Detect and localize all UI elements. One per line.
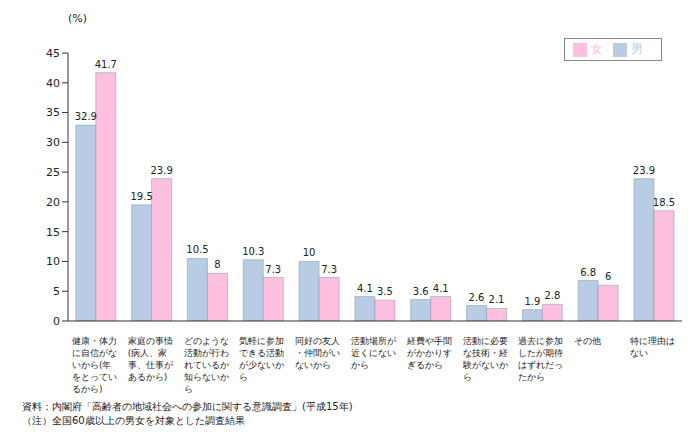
svg-text:0: 0 — [53, 315, 60, 328]
svg-text:ら: ら — [239, 372, 248, 382]
svg-text:から: から — [351, 360, 369, 370]
svg-text:どのような: どのような — [184, 336, 229, 346]
svg-text:したが期待: したが期待 — [518, 348, 563, 358]
svg-text:4.1: 4.1 — [433, 283, 449, 294]
svg-text:18.5: 18.5 — [653, 197, 675, 208]
svg-text:35: 35 — [46, 106, 60, 119]
svg-text:をとってい: をとってい — [72, 372, 117, 382]
svg-text:ないから: ないから — [295, 360, 331, 370]
svg-text:23.9: 23.9 — [633, 165, 655, 176]
svg-text:15: 15 — [46, 226, 60, 239]
svg-text:ら: ら — [463, 372, 472, 382]
svg-text:19.5: 19.5 — [130, 191, 152, 202]
svg-text:2.6: 2.6 — [469, 292, 485, 303]
svg-text:活動に必要: 活動に必要 — [463, 336, 508, 346]
html-text:資料：内閣府「高齢者の地域社会への参加に関する意識調査」(平: 資料：内閣府「高齢者の地域社会への参加に関する意識調査」(平成15年) — [22, 401, 353, 412]
svg-text:がかかりす: がかかりす — [407, 348, 452, 358]
svg-text:45: 45 — [46, 47, 60, 60]
svg-text:特に理由は: 特に理由は — [630, 336, 675, 346]
svg-text:7.3: 7.3 — [321, 264, 337, 275]
svg-text:気軽に参加: 気軽に参加 — [239, 336, 284, 346]
svg-text:活動場所が: 活動場所が — [351, 336, 397, 346]
svg-text:23.9: 23.9 — [150, 165, 172, 176]
svg-text:10: 10 — [46, 255, 60, 268]
svg-text:同好の友人: 同好の友人 — [295, 336, 340, 346]
svg-text:3.5: 3.5 — [377, 286, 393, 297]
svg-text:家庭の事情: 家庭の事情 — [128, 336, 173, 346]
svg-text:10: 10 — [303, 247, 316, 258]
svg-text:るから): るから) — [72, 384, 103, 393]
svg-text:20: 20 — [46, 196, 60, 209]
svg-text:6: 6 — [605, 271, 611, 282]
html-text:男: 男 — [631, 42, 643, 56]
svg-text:ぎるから: ぎるから — [407, 360, 443, 370]
svg-text:5: 5 — [53, 285, 60, 298]
svg-text:たから: たから — [518, 372, 545, 382]
svg-text:2.1: 2.1 — [489, 294, 505, 305]
svg-text:6.8: 6.8 — [580, 267, 596, 278]
svg-text:10.5: 10.5 — [186, 244, 208, 255]
svg-text:験がないか: 験がないか — [462, 360, 508, 370]
svg-text:過去に参加: 過去に参加 — [518, 336, 563, 346]
svg-text:ら: ら — [184, 384, 193, 393]
svg-text:4.1: 4.1 — [357, 283, 373, 294]
svg-text:に自信がな: に自信がな — [72, 348, 117, 358]
html-text:（注）全国60歳以上の男女を対象とした調査結果: （注）全国60歳以上の男女を対象とした調査結果 — [22, 415, 245, 426]
svg-text:・仲間がい: ・仲間がい — [295, 348, 340, 358]
svg-text:8: 8 — [214, 259, 220, 270]
svg-text:活動が行わ: 活動が行わ — [184, 348, 229, 358]
svg-text:2.8: 2.8 — [544, 290, 560, 301]
svg-text:30: 30 — [46, 136, 60, 149]
svg-text:(病人、家: (病人、家 — [128, 348, 168, 358]
svg-text:が少ないか: が少ないか — [239, 360, 284, 370]
svg-text:40: 40 — [46, 77, 60, 90]
svg-text:な技術・経: な技術・経 — [463, 348, 508, 358]
svg-text:10.3: 10.3 — [242, 246, 264, 257]
html-text:女: 女 — [591, 42, 603, 56]
svg-text:れているか: れているか — [184, 360, 229, 370]
svg-text:健康・体力: 健康・体力 — [72, 336, 117, 346]
svg-text:41.7: 41.7 — [95, 59, 117, 70]
svg-text:あるから): あるから) — [128, 372, 168, 382]
svg-text:32.9: 32.9 — [75, 111, 97, 122]
svg-text:ない: ない — [630, 348, 648, 358]
svg-text:7.3: 7.3 — [265, 264, 281, 275]
svg-text:3.6: 3.6 — [413, 286, 429, 297]
svg-text:知らないか: 知らないか — [184, 372, 229, 382]
svg-text:事、仕事が: 事、仕事が — [128, 360, 174, 370]
svg-text:近くにない: 近くにない — [351, 348, 396, 358]
svg-text:経費や手間: 経費や手間 — [406, 336, 452, 346]
svg-text:25: 25 — [46, 166, 60, 179]
svg-text:いから(年: いから(年 — [72, 360, 112, 370]
svg-text:はずれだっ: はずれだっ — [518, 360, 563, 370]
svg-text:できる活動: できる活動 — [239, 348, 284, 358]
svg-text:1.9: 1.9 — [524, 296, 540, 307]
svg-text:その他: その他 — [574, 336, 601, 346]
